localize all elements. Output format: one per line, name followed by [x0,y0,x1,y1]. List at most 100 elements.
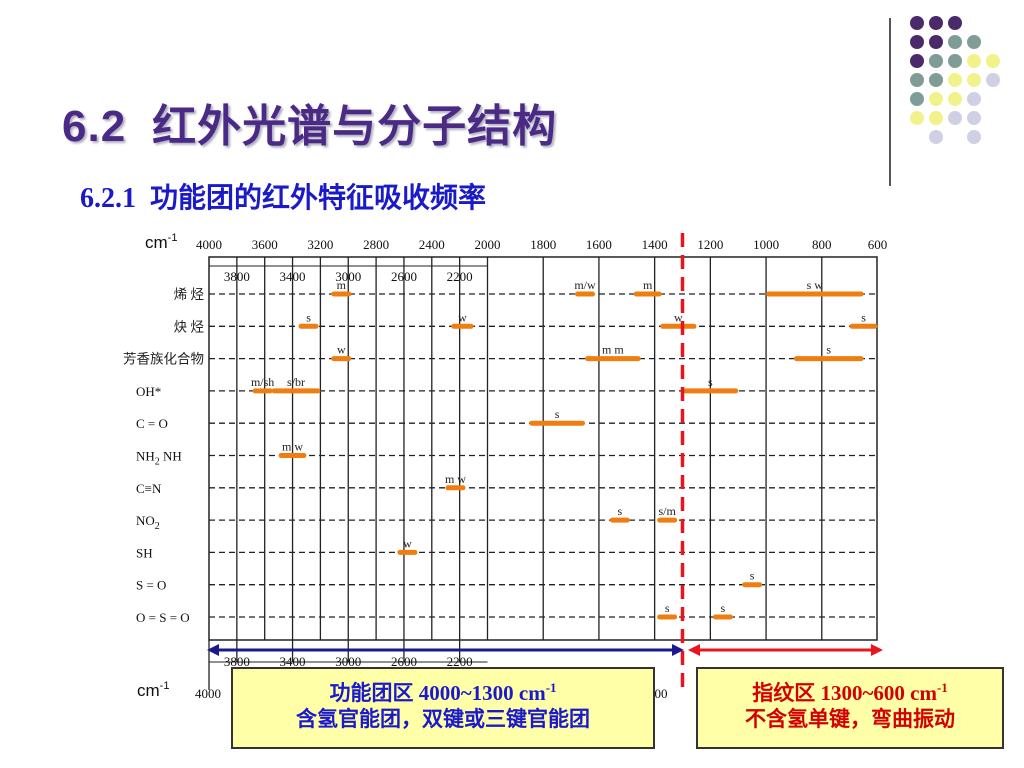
band-intensity-label: w [458,310,467,324]
dot-yellow [986,54,1000,68]
title-text: 红外光谱与分子结构 [152,102,558,151]
tick-label-bottom-major: 00 [655,686,668,701]
tick-label-top-major: 3600 [252,237,278,252]
tick-label-bottom-minor: 3000 [335,654,361,669]
tick-label-bottom-minor: 3400 [280,654,306,669]
dot-lavender [986,73,1000,87]
band-intensity-label: s/m [659,504,677,518]
tick-label-top-minor: 2200 [447,269,473,284]
dot-teal [967,35,981,49]
absorption-band [574,291,595,297]
category-label: 烯 烃 [174,287,205,302]
slide-subtitle: 6.2.1 功能团的红外特征吸收频率 [80,176,486,216]
decorative-dot-grid [910,16,1000,144]
band-intensity-label: m/w [574,278,596,292]
dot-teal [929,54,943,68]
absorption-band [657,614,678,620]
slide-title: 6.2 红外光谱与分子结构 [62,90,557,154]
axis-unit-label-bottom: cm-1 [137,680,169,700]
dot-teal [948,54,962,68]
band-intensity-label: m [337,278,347,292]
dot-lavender [967,92,981,106]
absorption-band [793,356,864,362]
tick-label-bottom-minor: 2200 [447,654,473,669]
category-label: C≡N [136,481,162,496]
tick-label-top-major: 1000 [753,237,779,252]
category-label: S = O [136,578,166,593]
category-label: O = S = O [136,610,190,625]
functional-group-region-desc: 含氢官能团，双键或三键官能团 [296,707,590,731]
band-intensity-label: s [708,375,713,389]
tick-label-top-minor: 2600 [391,269,417,284]
tick-label-top-major: 1600 [586,237,612,252]
band-intensity-label: m m [602,343,624,357]
dot-purple [929,16,943,30]
dot-yellow [967,54,981,68]
category-label: OH* [136,384,161,399]
absorption-band [742,582,763,588]
dot-yellow [910,111,924,125]
absorption-band [252,388,273,394]
functional-group-region-range: 功能团区 4000~1300 cm-1 [329,680,557,705]
dot-lavender [967,111,981,125]
band-intensity-label: m/sh [251,375,274,389]
category-label: NO2 [136,513,160,532]
category-label: 芳香族化合物 [123,352,204,367]
band-intensity-label: m w [282,440,303,454]
dot-purple [929,35,943,49]
band-intensity-label: s [665,601,670,615]
subtitle-text: 功能团的红外特征吸收频率 [150,183,487,214]
absorption-band [451,323,474,329]
category-label: 炔 烃 [174,319,205,334]
band-intensity-label: s [306,310,311,324]
category-label: NH2 NH [136,449,182,468]
tick-label-top-major: 600 [868,237,888,252]
tick-label-top-minor: 3000 [335,269,361,284]
dot-yellow [967,73,981,87]
dot-purple [910,16,924,30]
dot-lavender [929,130,943,144]
absorption-band [529,420,585,426]
tick-label-bottom-major: 4000 [195,686,221,701]
dot-teal [929,73,943,87]
dot-purple [910,35,924,49]
dot-yellow [929,92,943,106]
dot-lavender [967,130,981,144]
tick-label-top-major: 2400 [419,237,445,252]
tick-label-top-major: 1800 [530,237,556,252]
absorption-band [445,485,466,491]
band-intensity-label: s [750,569,755,583]
functional-region-arrowhead-left [207,644,219,656]
dot-teal [910,92,924,106]
band-intensity-label: s [826,343,831,357]
tick-label-top-minor: 3800 [224,269,250,284]
tick-label-top-major: 800 [812,237,832,252]
fingerprint-region-box: 指纹区 1300~600 cm-1 不含氢单键，弯曲振动 [696,667,1004,749]
axis-unit-label-top: cm-1 [145,232,177,252]
decorative-vertical-rule [889,18,891,186]
absorption-band [682,388,739,394]
absorption-band [609,517,630,523]
absorption-band [766,291,864,297]
tick-label-bottom-minor: 2600 [391,654,417,669]
dot-lavender [948,111,962,125]
tick-label-top-major: 1400 [642,237,668,252]
band-intensity-label: s [617,504,622,518]
absorption-band [712,614,733,620]
dot-teal [948,35,962,49]
tick-label-top-major: 3200 [307,237,333,252]
band-intensity-label: s w [807,278,824,292]
band-intensity-label: w [674,310,683,324]
functional-group-region-box: 功能团区 4000~1300 cm-1 含氢官能团，双键或三键官能团 [231,667,655,749]
absorption-band [271,388,321,394]
fingerprint-region-arrowhead-right [871,644,883,656]
dot-yellow [948,92,962,106]
absorption-band [397,549,418,555]
category-label: C = O [136,416,168,431]
absorption-band [331,356,352,362]
tick-label-bottom-minor: 3800 [224,654,250,669]
absorption-band [849,323,878,329]
band-intensity-label: w [403,536,412,550]
dot-purple [948,16,962,30]
